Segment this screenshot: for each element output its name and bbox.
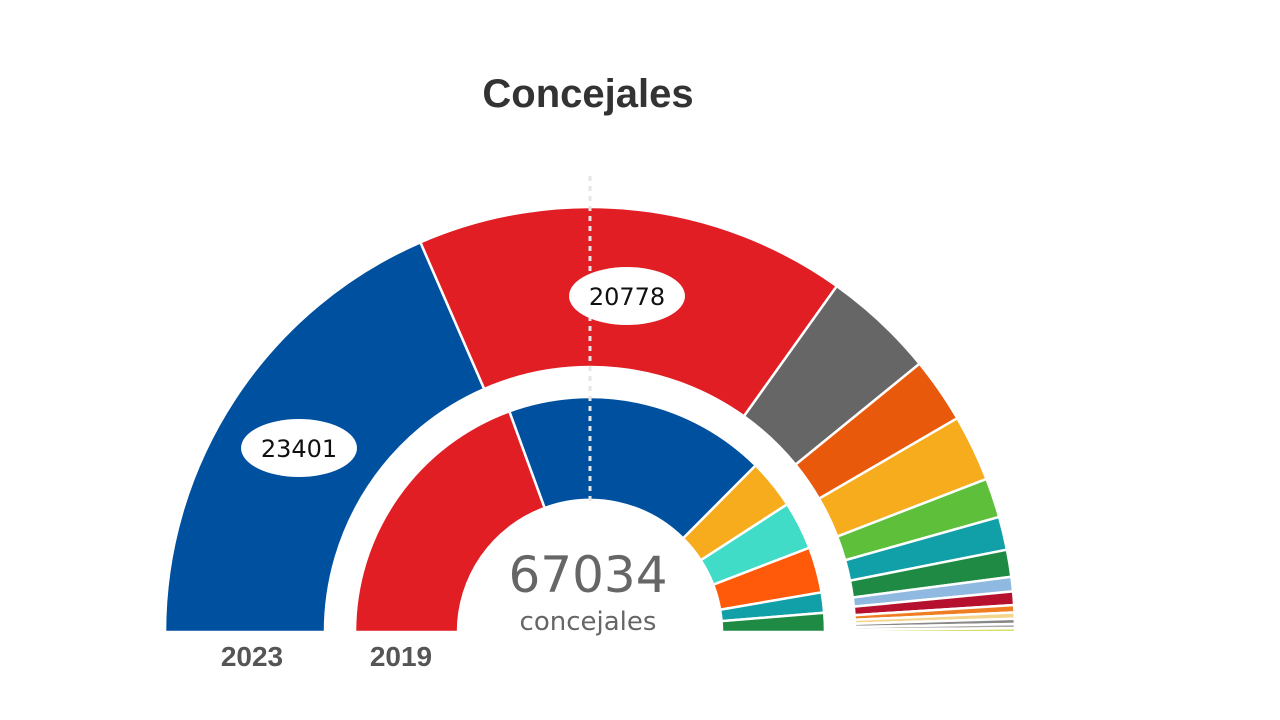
ring-label-2019: 2019 xyxy=(370,641,432,672)
segment-2019-0[interactable] xyxy=(353,409,547,634)
ring-label-2023: 2023 xyxy=(221,641,283,672)
label-bubble-2023-0 xyxy=(241,419,357,477)
label-bubble-2023-1 xyxy=(569,267,685,325)
total-value: 67034 xyxy=(508,546,667,604)
segment-2019-6[interactable] xyxy=(720,611,827,634)
data-label-2023-0: 23401 xyxy=(261,435,337,463)
ring-2019 xyxy=(353,395,827,634)
segment-2019-1[interactable] xyxy=(507,395,758,541)
chart-title: Concejales xyxy=(482,72,694,116)
segment-2023-14[interactable] xyxy=(853,626,1017,634)
data-label-2023-1: 20778 xyxy=(589,283,665,311)
total-label: concejales xyxy=(520,607,657,637)
